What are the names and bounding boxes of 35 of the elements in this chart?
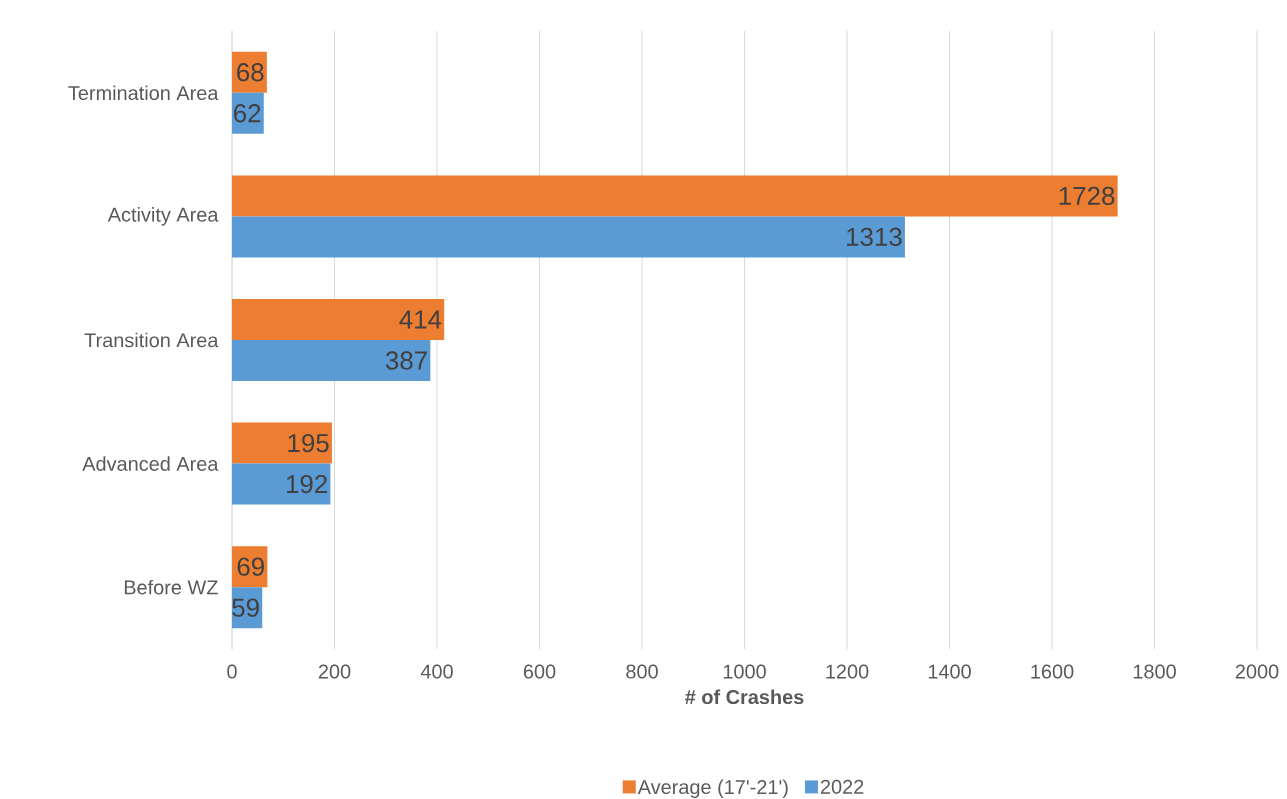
legend-label: 2022: [820, 779, 864, 794]
x-tick-label: 200: [318, 664, 351, 679]
y-tick-label: Advanced Area: [82, 456, 219, 471]
data-label: 59: [232, 598, 259, 617]
x-tick-label: 1200: [826, 664, 869, 679]
data-label: 1313: [847, 227, 902, 246]
bar: [232, 298, 445, 340]
x-tick-label: 2000: [1235, 664, 1279, 679]
x-tick-label: 1800: [1133, 664, 1176, 679]
x-tick-label: 1600: [1031, 664, 1074, 679]
y-tick-label: Activity Area: [107, 206, 219, 226]
bar: [232, 216, 905, 258]
data-label: 69: [237, 557, 264, 576]
x-tick-label: 0: [227, 664, 237, 679]
bar: [232, 463, 331, 505]
bar: [232, 175, 1118, 217]
x-tick-label: 600: [523, 664, 556, 679]
x-tick-label: 1000: [723, 664, 766, 679]
legend-label: Average (17'-21'): [637, 779, 788, 798]
data-label: 68: [237, 62, 264, 82]
data-label: 1728: [1059, 186, 1115, 205]
x-tick-label: 400: [420, 664, 453, 679]
data-label: 387: [385, 351, 427, 370]
y-tick-label: Before WZ: [124, 579, 218, 595]
y-tick-label: Transition Area: [84, 332, 219, 348]
x-axis-title: # of Crashes: [685, 689, 804, 704]
y-tick-label: Termination Area: [68, 85, 219, 100]
bar: [232, 422, 332, 464]
data-label: 195: [288, 433, 329, 453]
data-label: 192: [286, 474, 327, 494]
data-label: 62: [234, 103, 261, 123]
x-tick-label: 1400: [928, 664, 971, 679]
data-label: 414: [399, 310, 442, 329]
x-tick-label: 800: [626, 664, 658, 679]
bar: [232, 339, 431, 381]
